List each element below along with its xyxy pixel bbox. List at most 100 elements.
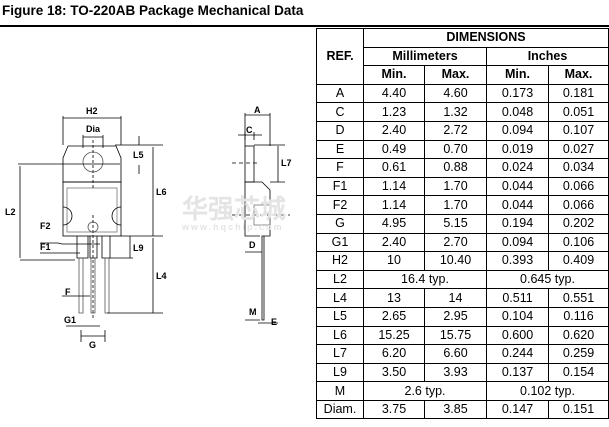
in-min-cell: 0.511 [486, 288, 549, 308]
mm-max-cell: 15.75 [424, 325, 487, 346]
in-min-header: Min. [486, 65, 549, 85]
table-row: L6 15.25 15.75 0.600 0.620 [316, 325, 609, 346]
table-row: M 2.6 typ. 0.102 typ. [316, 381, 609, 401]
in-min-cell: 0.048 [486, 102, 549, 122]
mm-max-cell: 4.60 [424, 83, 487, 104]
in-max-cell: 0.066 [548, 195, 609, 215]
mm-max-cell: 14 [424, 288, 487, 308]
ref-cell: G1 [316, 232, 364, 253]
label-c: C [246, 125, 253, 135]
table-row: D 2.40 2.72 0.094 0.107 [316, 120, 609, 141]
in-min-cell: 0.393 [486, 251, 549, 271]
in-max-header: Max. [548, 65, 609, 85]
ref-cell: M [316, 381, 364, 401]
dimensions-header: DIMENSIONS [363, 28, 609, 48]
in-min-cell: 0.173 [486, 83, 549, 104]
in-min-cell: 0.019 [486, 139, 549, 160]
ref-cell: D [316, 120, 364, 141]
in-typ-cell: 0.645 typ. [486, 269, 609, 290]
label-f: F [65, 287, 71, 297]
ref-cell: H2 [316, 251, 364, 271]
in-max-cell: 0.116 [548, 306, 609, 327]
table-row: H2 10 10.40 0.393 0.409 [316, 251, 609, 271]
table-row: L7 6.20 6.60 0.244 0.259 [316, 344, 609, 364]
ref-cell: G [316, 213, 364, 234]
in-max-cell: 0.151 [548, 399, 609, 420]
table-row: G1 2.40 2.70 0.094 0.106 [316, 232, 609, 253]
mm-min-cell: 4.95 [363, 213, 425, 234]
in-max-cell: 0.066 [548, 176, 609, 197]
ref-cell: L7 [316, 344, 364, 364]
label-g: G [89, 340, 96, 350]
front-view [18, 116, 163, 342]
label-h2: H2 [86, 106, 98, 116]
mm-min-cell: 10 [363, 251, 425, 271]
watermark-url: www.hqchip.com [181, 222, 284, 232]
mm-min-cell: 0.49 [363, 139, 425, 160]
table-row: L5 2.65 2.95 0.104 0.116 [316, 306, 609, 327]
in-min-cell: 0.044 [486, 176, 549, 197]
ref-cell: L9 [316, 362, 364, 383]
label-l6: L6 [156, 187, 167, 197]
ref-cell: L6 [316, 325, 364, 346]
label-dia: Dia [86, 124, 101, 134]
table-row: C 1.23 1.32 0.048 0.051 [316, 102, 609, 122]
mm-typ-cell: 16.4 typ. [363, 269, 487, 290]
package-drawing: 华强芯城 www.hqchip.com H2 Dia L5 L6 L2 F2 F… [5, 105, 292, 350]
ref-cell: F1 [316, 176, 364, 197]
mm-max-cell: 2.95 [424, 306, 487, 327]
mm-max-cell: 1.32 [424, 102, 487, 122]
in-max-cell: 0.202 [548, 213, 609, 234]
ref-cell: L5 [316, 306, 364, 327]
in-min-cell: 0.244 [486, 344, 549, 364]
ref-cell: Diam. [316, 399, 364, 420]
mm-typ-cell: 2.6 typ. [363, 381, 487, 401]
table-row: E 0.49 0.70 0.019 0.027 [316, 139, 609, 160]
table-row: L2 16.4 typ. 0.645 typ. [316, 269, 609, 290]
in-min-cell: 0.147 [486, 399, 549, 420]
mm-max-cell: 3.85 [424, 399, 487, 420]
mm-max-cell: 2.72 [424, 120, 487, 141]
mm-min-cell: 1.23 [363, 102, 425, 122]
table-row: G 4.95 5.15 0.194 0.202 [316, 213, 609, 234]
in-max-cell: 0.034 [548, 158, 609, 178]
label-l7: L7 [281, 158, 292, 168]
table-row: F1 1.14 1.70 0.044 0.066 [316, 176, 609, 197]
table-row: A 4.40 4.60 0.173 0.181 [316, 83, 609, 104]
mm-max-cell: 1.70 [424, 195, 487, 215]
side-view [232, 113, 290, 324]
mm-max-cell: 6.60 [424, 344, 487, 364]
mm-min-cell: 2.40 [363, 232, 425, 253]
ref-cell: A [316, 83, 364, 104]
title-rule [0, 25, 609, 27]
table-row: L9 3.50 3.93 0.137 0.154 [316, 362, 609, 383]
table-row: F2 1.14 1.70 0.044 0.066 [316, 195, 609, 215]
ref-cell: F2 [316, 195, 364, 215]
ref-cell: L2 [316, 269, 364, 290]
label-f2: F2 [40, 221, 51, 231]
label-l5: L5 [133, 150, 144, 160]
mm-max-cell: 1.70 [424, 176, 487, 197]
label-l9: L9 [133, 243, 144, 253]
mm-min-cell: 3.75 [363, 399, 425, 420]
label-m: M [249, 307, 257, 317]
figure-title: Figure 18: TO-220AB Package Mechanical D… [2, 3, 304, 18]
mm-min-cell: 0.61 [363, 158, 425, 178]
in-max-cell: 0.620 [548, 325, 609, 346]
ref-cell: C [316, 102, 364, 122]
in-max-cell: 0.107 [548, 120, 609, 141]
dimensions-table: REF. DIMENSIONS Millimeters Inches Min. … [316, 28, 609, 420]
mm-min-cell: 4.40 [363, 83, 425, 104]
in-min-cell: 0.137 [486, 362, 549, 383]
table-row: F 0.61 0.88 0.024 0.034 [316, 158, 609, 178]
mm-min-cell: 3.50 [363, 362, 425, 383]
mm-min-cell: 2.40 [363, 120, 425, 141]
in-max-cell: 0.181 [548, 83, 609, 104]
inches-header: Inches [486, 46, 609, 67]
millimeters-header: Millimeters [363, 46, 487, 67]
mm-max-cell: 0.88 [424, 158, 487, 178]
in-max-cell: 0.551 [548, 288, 609, 308]
in-min-cell: 0.094 [486, 120, 549, 141]
table-row: L4 13 14 0.511 0.551 [316, 288, 609, 308]
label-g1: G1 [64, 315, 76, 325]
